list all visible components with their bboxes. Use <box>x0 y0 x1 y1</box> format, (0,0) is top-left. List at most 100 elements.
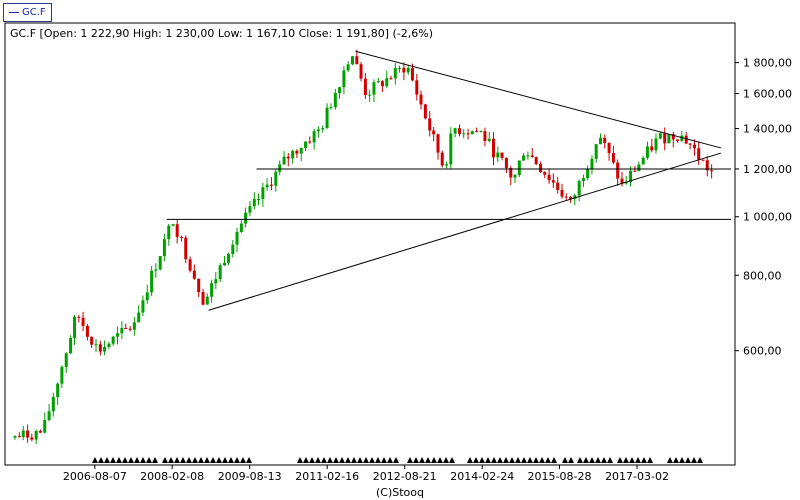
candle-body <box>291 150 295 159</box>
candle-body <box>103 346 107 352</box>
chart-header: GC.F [Open: 1 222,90 High: 1 230,00 Low:… <box>10 27 433 40</box>
candle-body <box>569 196 573 199</box>
signal-marker <box>685 457 691 463</box>
candle-body <box>51 396 55 412</box>
signal-marker <box>568 457 574 463</box>
candle-body <box>239 223 243 232</box>
candle-body <box>491 138 495 158</box>
x-tick-label: 2008-02-08 <box>140 470 204 483</box>
candle-body <box>60 366 64 384</box>
signal-marker <box>691 457 697 463</box>
signal-marker <box>623 457 629 463</box>
candle-body <box>496 152 500 158</box>
candle-body <box>94 344 98 346</box>
candle-body <box>513 175 517 178</box>
candle-body <box>573 195 577 199</box>
candle-body <box>162 239 166 257</box>
candle-body <box>167 225 171 240</box>
signal-marker <box>333 457 339 463</box>
candle-body <box>641 157 645 165</box>
candle-body <box>265 184 269 188</box>
candle-body <box>560 189 564 197</box>
candle-body <box>590 158 594 169</box>
signal-marker <box>216 457 222 463</box>
candle-body <box>21 430 25 437</box>
y-tick-label: 1 600,00 <box>743 88 792 101</box>
signal-marker <box>589 457 595 463</box>
signal-marker <box>562 457 568 463</box>
candle-body <box>423 104 427 119</box>
candle-body <box>223 262 227 266</box>
signal-marker <box>413 457 419 463</box>
candle-body <box>350 56 354 65</box>
candle-body <box>64 353 68 367</box>
candle-body <box>517 160 521 176</box>
candle-body <box>650 146 654 151</box>
candle-body <box>547 174 551 181</box>
candle-body <box>705 160 709 171</box>
candle-body <box>47 411 51 420</box>
signal-marker <box>673 457 679 463</box>
candle-body <box>697 148 701 160</box>
candle-body <box>475 131 479 133</box>
signal-marker <box>515 457 521 463</box>
candle-body <box>543 172 547 175</box>
candle-body <box>252 199 256 207</box>
candle-body <box>539 164 543 173</box>
candle-body <box>620 178 624 184</box>
candle-body <box>445 164 449 166</box>
candle-body <box>261 187 265 200</box>
signal-marker <box>497 457 503 463</box>
signal-marker <box>467 457 473 463</box>
candle-body <box>470 131 474 135</box>
candle-body <box>85 325 89 337</box>
y-tick-label: 1 800,00 <box>743 57 792 70</box>
candle-body <box>210 283 214 297</box>
candle-body <box>111 336 115 344</box>
signal-marker <box>339 457 345 463</box>
signal-marker <box>545 457 551 463</box>
signal-marker <box>198 457 204 463</box>
candle-body <box>479 131 483 133</box>
signal-marker <box>449 457 455 463</box>
candle-body <box>197 278 201 293</box>
candle-body <box>393 68 397 79</box>
candle-body <box>171 224 175 226</box>
signal-marker <box>168 457 174 463</box>
y-axis: 600,00 800,00 1 000,00 1 200,00 1 400,00 1 60… <box>735 57 792 358</box>
candle-body <box>710 170 714 172</box>
candle-body <box>214 279 218 284</box>
candle-body <box>466 133 470 135</box>
signal-marker <box>479 457 485 463</box>
candle-body <box>611 153 615 163</box>
candle-body <box>483 131 487 141</box>
candle-body <box>90 336 94 345</box>
candle-body <box>453 128 457 134</box>
candle-body <box>680 135 684 141</box>
y-tick-label: 800,00 <box>743 269 782 282</box>
y-tick-label: 1 400,00 <box>743 123 792 136</box>
candle-body <box>671 134 675 140</box>
signal-marker <box>303 457 309 463</box>
plot-frame <box>4 22 736 466</box>
candle-body <box>128 328 132 330</box>
signal-marker <box>473 457 479 463</box>
candle-body <box>586 168 590 179</box>
candle-body <box>599 137 603 145</box>
candle-body <box>629 170 633 182</box>
signal-marker <box>174 457 180 463</box>
signal-marker <box>503 457 509 463</box>
ticker-tag[interactable]: GC.F <box>3 3 52 22</box>
candle-body <box>522 155 526 161</box>
signal-marker <box>140 457 146 463</box>
candle-body <box>509 168 513 178</box>
signal-marker <box>521 457 527 463</box>
candle-body <box>282 156 286 165</box>
candle-body <box>526 155 530 157</box>
candle-body <box>218 265 222 280</box>
signal-marker <box>641 457 647 463</box>
candle-body <box>577 181 581 196</box>
candle-body <box>398 67 402 69</box>
candle-body <box>56 383 60 397</box>
candle-body <box>77 316 81 318</box>
